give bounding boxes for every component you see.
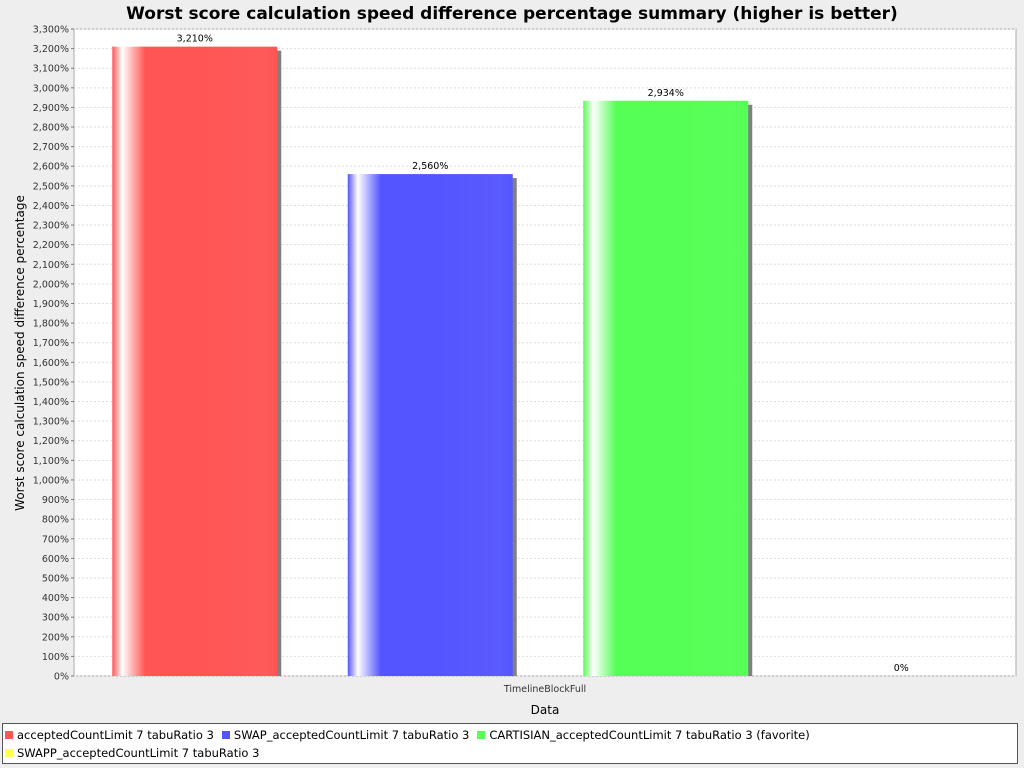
- y-tick-label: 2,600%: [33, 162, 69, 173]
- y-tick-label: 2,300%: [33, 221, 69, 232]
- y-tick-label: 0%: [54, 672, 69, 683]
- bars: [112, 46, 753, 677]
- bar-3: [583, 100, 749, 676]
- y-tick-label: 400%: [42, 593, 69, 604]
- legend: acceptedCountLimit 7 tabuRatio 3 SWAP_acc…: [2, 723, 1018, 764]
- y-tick-label: 1,400%: [33, 397, 69, 408]
- value-labels: 3,210% 2,560% 2,934% 0%: [177, 34, 909, 674]
- y-axis-ticks: 0% 100% 200% 300% 400% 500% 600% 700% 800% 900% 1,…: [33, 25, 74, 683]
- chart-title: Worst score calculation speed difference…: [126, 4, 898, 24]
- y-tick-label: 1,500%: [33, 377, 69, 388]
- y-tick-label: 300%: [42, 613, 69, 624]
- legend-swatch: [5, 749, 13, 757]
- y-tick-label: 600%: [42, 554, 69, 565]
- legend-item: SWAP_acceptedCountLimit 7 tabuRatio 3: [221, 726, 470, 744]
- legend-label: CARTISIAN_acceptedCountLimit 7 tabuRatio…: [489, 728, 810, 742]
- bar-value-label: 2,560%: [412, 161, 448, 172]
- y-tick-label: 500%: [42, 573, 69, 584]
- y-tick-label: 3,000%: [33, 83, 69, 94]
- legend-swatch: [5, 731, 13, 739]
- legend-swatch: [477, 731, 486, 739]
- bar-chart: Worst score calculation speed difference…: [13, 4, 1017, 717]
- y-tick-label: 2,400%: [33, 201, 69, 212]
- y-tick-label: 1,100%: [33, 456, 69, 467]
- y-tick-label: 1,000%: [33, 475, 69, 486]
- legend-swatch: [221, 731, 230, 739]
- y-axis-label: Worst score calculation speed difference…: [13, 195, 27, 511]
- y-tick-label: 1,800%: [33, 319, 69, 330]
- y-tick-label: 3,100%: [33, 64, 69, 75]
- y-tick-label: 2,900%: [33, 103, 69, 114]
- y-tick-label: 3,200%: [33, 44, 69, 55]
- bar-value-label: 3,210%: [177, 34, 213, 45]
- y-tick-label: 2,700%: [33, 142, 69, 153]
- legend-item: CARTISIAN_acceptedCountLimit 7 tabuRatio…: [477, 726, 810, 744]
- legend-label: acceptedCountLimit 7 tabuRatio 3: [17, 728, 214, 742]
- y-tick-label: 1,200%: [33, 436, 69, 447]
- legend-label: SWAP_acceptedCountLimit 7 tabuRatio 3: [233, 728, 470, 742]
- y-tick-label: 2,500%: [33, 181, 69, 192]
- y-tick-label: 3,300%: [33, 25, 69, 36]
- legend-label: SWAPP_acceptedCountLimit 7 tabuRatio 3: [17, 746, 260, 760]
- y-tick-label: 1,300%: [33, 417, 69, 428]
- y-tick-label: 2,800%: [33, 123, 69, 134]
- legend-item: SWAPP_acceptedCountLimit 7 tabuRatio 3: [5, 744, 259, 762]
- y-tick-label: 2,100%: [33, 260, 69, 271]
- y-tick-label: 800%: [42, 515, 69, 526]
- bar-1: [112, 46, 278, 677]
- x-axis-label: Data: [531, 703, 560, 717]
- y-tick-label: 100%: [42, 652, 69, 663]
- bar-value-label: 0%: [894, 663, 909, 674]
- y-tick-label: 900%: [42, 495, 69, 506]
- legend-item: acceptedCountLimit 7 tabuRatio 3: [5, 726, 214, 744]
- y-tick-label: 1,600%: [33, 358, 69, 369]
- y-tick-label: 200%: [42, 632, 69, 643]
- x-category-label: TimelineBlockFull: [503, 684, 586, 695]
- y-tick-label: 2,200%: [33, 240, 69, 251]
- y-tick-label: 1,900%: [33, 299, 69, 310]
- y-tick-label: 1,700%: [33, 338, 69, 349]
- bar-2: [347, 174, 513, 677]
- y-tick-label: 2,000%: [33, 279, 69, 290]
- y-tick-label: 700%: [42, 534, 69, 545]
- bar-value-label: 2,934%: [648, 88, 684, 99]
